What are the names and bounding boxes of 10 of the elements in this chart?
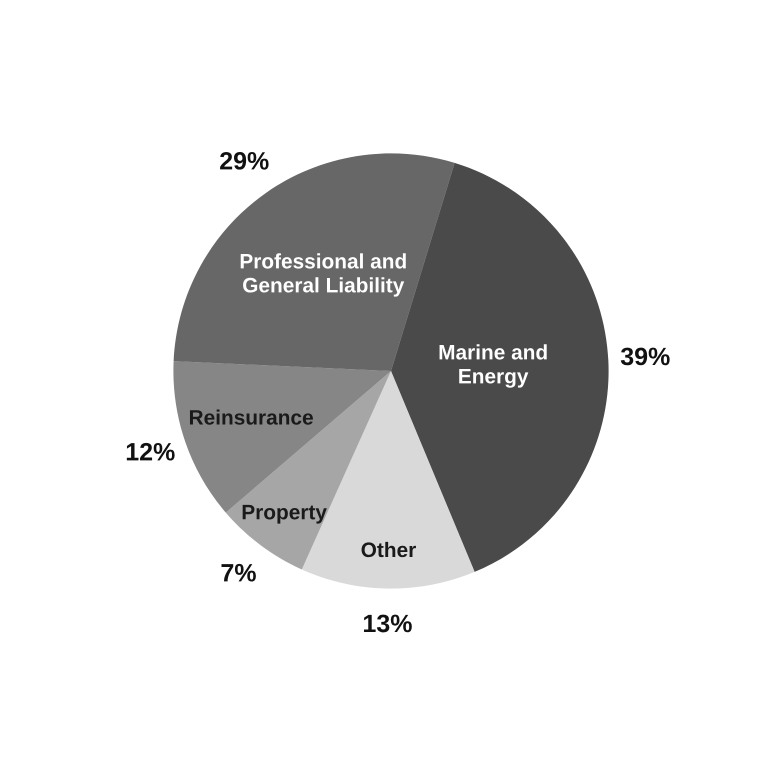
data-label: 39% xyxy=(620,348,670,366)
slice-label: Reinsurance xyxy=(190,409,313,425)
data-label: 7% xyxy=(222,564,256,582)
slice-label: Professional and General Liability xyxy=(240,253,406,297)
slice-label: Property xyxy=(242,504,327,524)
data-label: 29% xyxy=(220,152,269,170)
data-label: 13% xyxy=(364,614,412,632)
data-label: 12% xyxy=(126,442,175,461)
slice-label: Other xyxy=(362,542,416,558)
slice-label: Marine and Energy xyxy=(440,344,547,388)
